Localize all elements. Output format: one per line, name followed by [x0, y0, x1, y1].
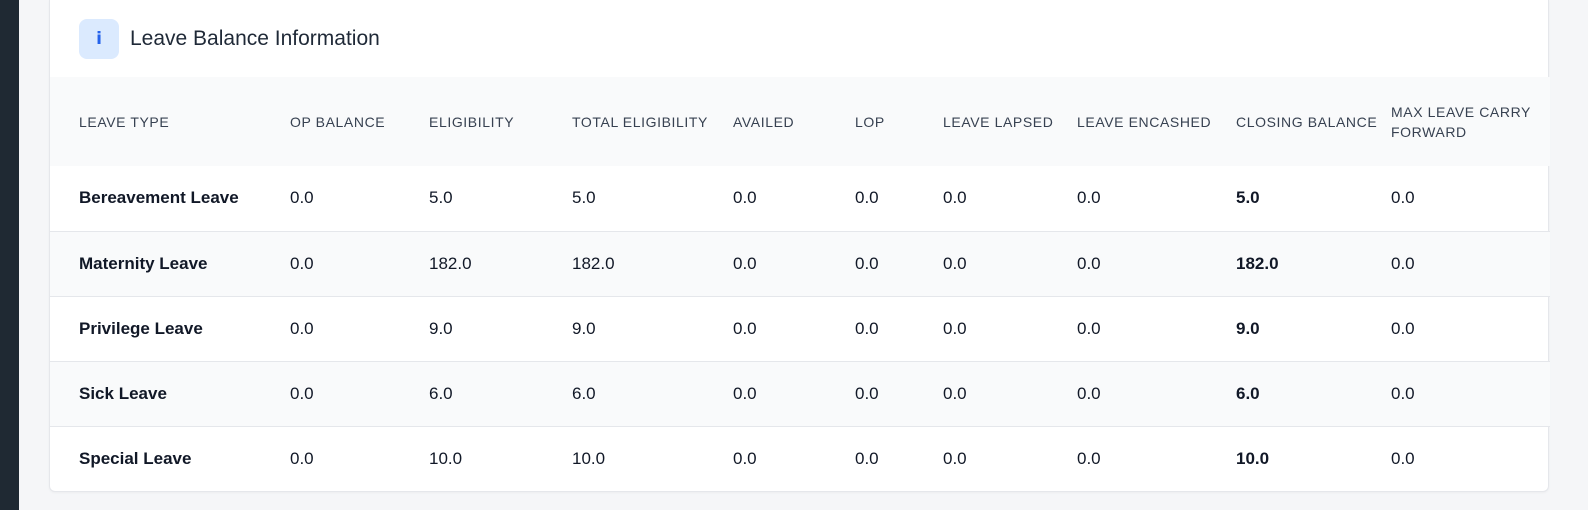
closing-balance-cell: 5.0: [1236, 188, 1260, 208]
op-balance-cell: 0.0: [290, 318, 314, 338]
op-balance-cell: 0.0: [290, 253, 314, 273]
total-eligibility-cell: 10.0: [572, 448, 606, 468]
column-header-leave-type: Leave Type: [79, 113, 170, 130]
column-header-op-balance: OP Balance: [290, 113, 386, 130]
total-eligibility-cell: 182.0: [572, 253, 615, 273]
leave-type-cell: Maternity Leave: [79, 253, 208, 273]
leave-lapsed-cell: 0.0: [943, 383, 967, 403]
max-carry-forward-cell: 0.0: [1391, 383, 1415, 403]
table-row: Special Leave 0.0 10.0 10.0 0.0 0.0 0.0 …: [50, 426, 1550, 491]
eligibility-cell: 9.0: [429, 318, 453, 338]
availed-cell: 0.0: [733, 448, 757, 468]
max-carry-forward-cell: 0.0: [1391, 253, 1415, 273]
column-header-leave-encashed: Leave Encashed: [1077, 113, 1212, 130]
leave-balance-table: Leave Type OP Balance Eligibility Total …: [50, 77, 1550, 491]
table-row: Privilege Leave 0.0 9.0 9.0 0.0 0.0 0.0 …: [50, 296, 1550, 361]
total-eligibility-cell: 6.0: [572, 383, 596, 403]
column-header-leave-lapsed: Leave Lapsed: [943, 113, 1054, 130]
lop-cell: 0.0: [855, 253, 879, 273]
max-carry-forward-cell: 0.0: [1391, 448, 1415, 468]
card-title: Leave Balance Information: [130, 26, 380, 50]
closing-balance-cell: 10.0: [1236, 448, 1270, 468]
leave-lapsed-cell: 0.0: [943, 188, 967, 208]
leave-lapsed-cell: 0.0: [943, 253, 967, 273]
leave-balance-card: i Leave Balance Information Leave Type O…: [49, 0, 1550, 492]
leave-encashed-cell: 0.0: [1077, 318, 1101, 338]
op-balance-cell: 0.0: [290, 448, 314, 468]
eligibility-cell: 182.0: [429, 253, 472, 273]
column-header-eligibility: Eligibility: [429, 113, 515, 130]
table-row: Maternity Leave 0.0 182.0 182.0 0.0 0.0 …: [50, 231, 1550, 296]
max-carry-forward-cell: 0.0: [1391, 188, 1415, 208]
eligibility-cell: 10.0: [429, 448, 463, 468]
leave-encashed-cell: 0.0: [1077, 188, 1101, 208]
total-eligibility-cell: 5.0: [572, 188, 596, 208]
availed-cell: 0.0: [733, 253, 757, 273]
eligibility-cell: 6.0: [429, 383, 453, 403]
column-header-lop: LOP: [855, 113, 885, 130]
lop-cell: 0.0: [855, 188, 879, 208]
leave-type-cell: Privilege Leave: [79, 318, 203, 338]
leave-encashed-cell: 0.0: [1077, 253, 1101, 273]
sidebar-edge: [0, 0, 19, 510]
availed-cell: 0.0: [733, 383, 757, 403]
closing-balance-cell: 9.0: [1236, 318, 1260, 338]
column-header-total-eligibility: Total Eligibility: [572, 113, 708, 130]
eligibility-cell: 5.0: [429, 188, 453, 208]
card-header: i Leave Balance Information: [50, 0, 1548, 77]
lop-cell: 0.0: [855, 383, 879, 403]
closing-balance-cell: 6.0: [1236, 383, 1260, 403]
leave-encashed-cell: 0.0: [1077, 383, 1101, 403]
lop-cell: 0.0: [855, 448, 879, 468]
leave-encashed-cell: 0.0: [1077, 448, 1101, 468]
leave-lapsed-cell: 0.0: [943, 318, 967, 338]
table-header-row: Leave Type OP Balance Eligibility Total …: [50, 77, 1550, 166]
op-balance-cell: 0.0: [290, 188, 314, 208]
column-header-availed: Availed: [733, 113, 795, 130]
leave-type-cell: Special Leave: [79, 448, 192, 468]
leave-lapsed-cell: 0.0: [943, 448, 967, 468]
column-header-closing-balance: Closing Balance: [1236, 113, 1378, 130]
table-row: Bereavement Leave 0.0 5.0 5.0 0.0 0.0 0.…: [50, 166, 1550, 231]
max-carry-forward-cell: 0.0: [1391, 318, 1415, 338]
leave-type-cell: Sick Leave: [79, 383, 167, 403]
closing-balance-cell: 182.0: [1236, 253, 1279, 273]
leave-type-cell: Bereavement Leave: [79, 188, 239, 208]
availed-cell: 0.0: [733, 188, 757, 208]
op-balance-cell: 0.0: [290, 383, 314, 403]
lop-cell: 0.0: [855, 318, 879, 338]
column-header-max-carry-forward: Max Leave Carry Forward: [1391, 103, 1531, 140]
total-eligibility-cell: 9.0: [572, 318, 596, 338]
table-row: Sick Leave 0.0 6.0 6.0 0.0 0.0 0.0 0.0 6…: [50, 361, 1550, 426]
info-icon: i: [79, 18, 119, 59]
availed-cell: 0.0: [733, 318, 757, 338]
